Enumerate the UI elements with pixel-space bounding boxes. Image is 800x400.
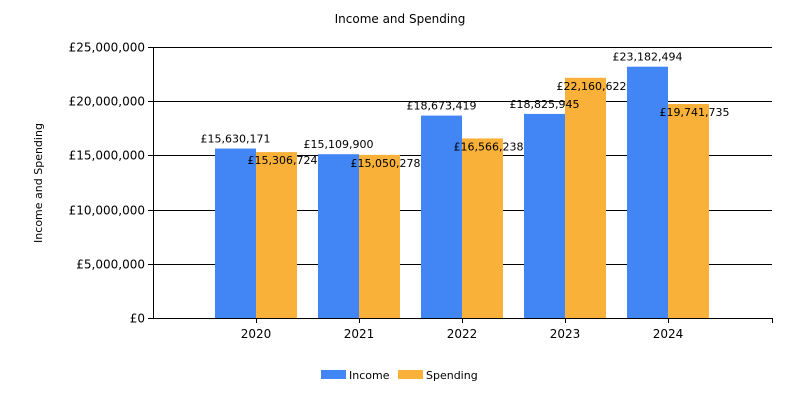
data-label: £23,182,494 bbox=[613, 51, 683, 64]
y-axis-label: Income and Spending bbox=[32, 123, 45, 243]
legend: Income Spending bbox=[321, 369, 478, 382]
legend-swatch-spending bbox=[398, 370, 423, 379]
bars bbox=[215, 66, 709, 318]
data-label: £15,306,724 bbox=[248, 154, 318, 167]
data-labels: £15,630,171 £15,306,724 £15,109,900 £15,050… bbox=[201, 51, 730, 170]
bar-income bbox=[421, 115, 462, 318]
bar-spending bbox=[565, 77, 606, 318]
y-tick-label: £20,000,000 bbox=[69, 95, 145, 109]
legend-swatch-income bbox=[321, 370, 346, 379]
x-tick-label: 2021 bbox=[344, 327, 375, 341]
bar-spending bbox=[462, 138, 503, 318]
bar-income bbox=[524, 113, 565, 318]
legend-label-income: Income bbox=[349, 369, 390, 382]
x-tick-label: 2024 bbox=[653, 327, 684, 341]
y-tick-label: £5,000,000 bbox=[76, 258, 145, 272]
bar-spending bbox=[359, 154, 400, 318]
data-label: £15,630,171 bbox=[201, 133, 271, 146]
y-tick-label: £15,000,000 bbox=[69, 149, 145, 163]
bar-spending bbox=[668, 103, 709, 318]
chart-title: Income and Spending bbox=[335, 12, 466, 26]
bar-income bbox=[215, 148, 256, 318]
data-label: £15,109,900 bbox=[304, 138, 374, 151]
x-tick-label: 2020 bbox=[241, 327, 272, 341]
y-tick-label: £10,000,000 bbox=[69, 204, 145, 218]
y-tick-label: £0 bbox=[130, 312, 145, 326]
data-label: £18,825,945 bbox=[510, 98, 580, 111]
x-tick-label: 2023 bbox=[550, 327, 581, 341]
bar-spending bbox=[256, 152, 297, 318]
data-label: £22,160,622 bbox=[557, 80, 627, 93]
data-label: £19,741,735 bbox=[660, 106, 730, 119]
legend-label-spending: Spending bbox=[426, 369, 478, 382]
x-tick-label: 2022 bbox=[447, 327, 478, 341]
bar-income bbox=[318, 154, 359, 318]
data-label: £16,566,238 bbox=[454, 140, 524, 153]
data-label: £18,673,419 bbox=[407, 100, 477, 113]
y-tick-label: £25,000,000 bbox=[69, 41, 145, 55]
bar-income bbox=[627, 66, 668, 318]
axes: £0 £5,000,000 £10,000,000 £15,000,000 £20,00… bbox=[69, 41, 773, 341]
data-label: £15,050,278 bbox=[351, 157, 421, 170]
